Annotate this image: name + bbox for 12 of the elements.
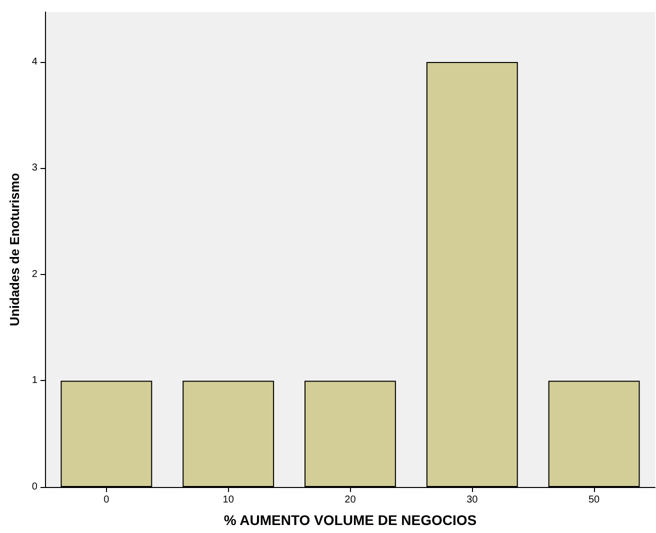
y-axis-title: Unidades de Enoturismo <box>7 172 22 326</box>
y-tick-label: 3 <box>32 162 38 174</box>
y-tick-label: 4 <box>32 56 38 68</box>
x-tick-label: 20 <box>344 494 356 506</box>
x-tick-label: 30 <box>466 494 478 506</box>
x-tick-label: 10 <box>222 494 234 506</box>
y-tick-label: 1 <box>32 375 38 386</box>
y-tick-label: 2 <box>32 268 38 280</box>
x-tick-label: 50 <box>588 494 600 506</box>
y-tick-label: 0 <box>32 482 38 492</box>
x-axis-title: % AUMENTO VOLUME DE NEGOCIOS <box>224 512 477 528</box>
x-tick-label: 0 <box>104 494 110 506</box>
